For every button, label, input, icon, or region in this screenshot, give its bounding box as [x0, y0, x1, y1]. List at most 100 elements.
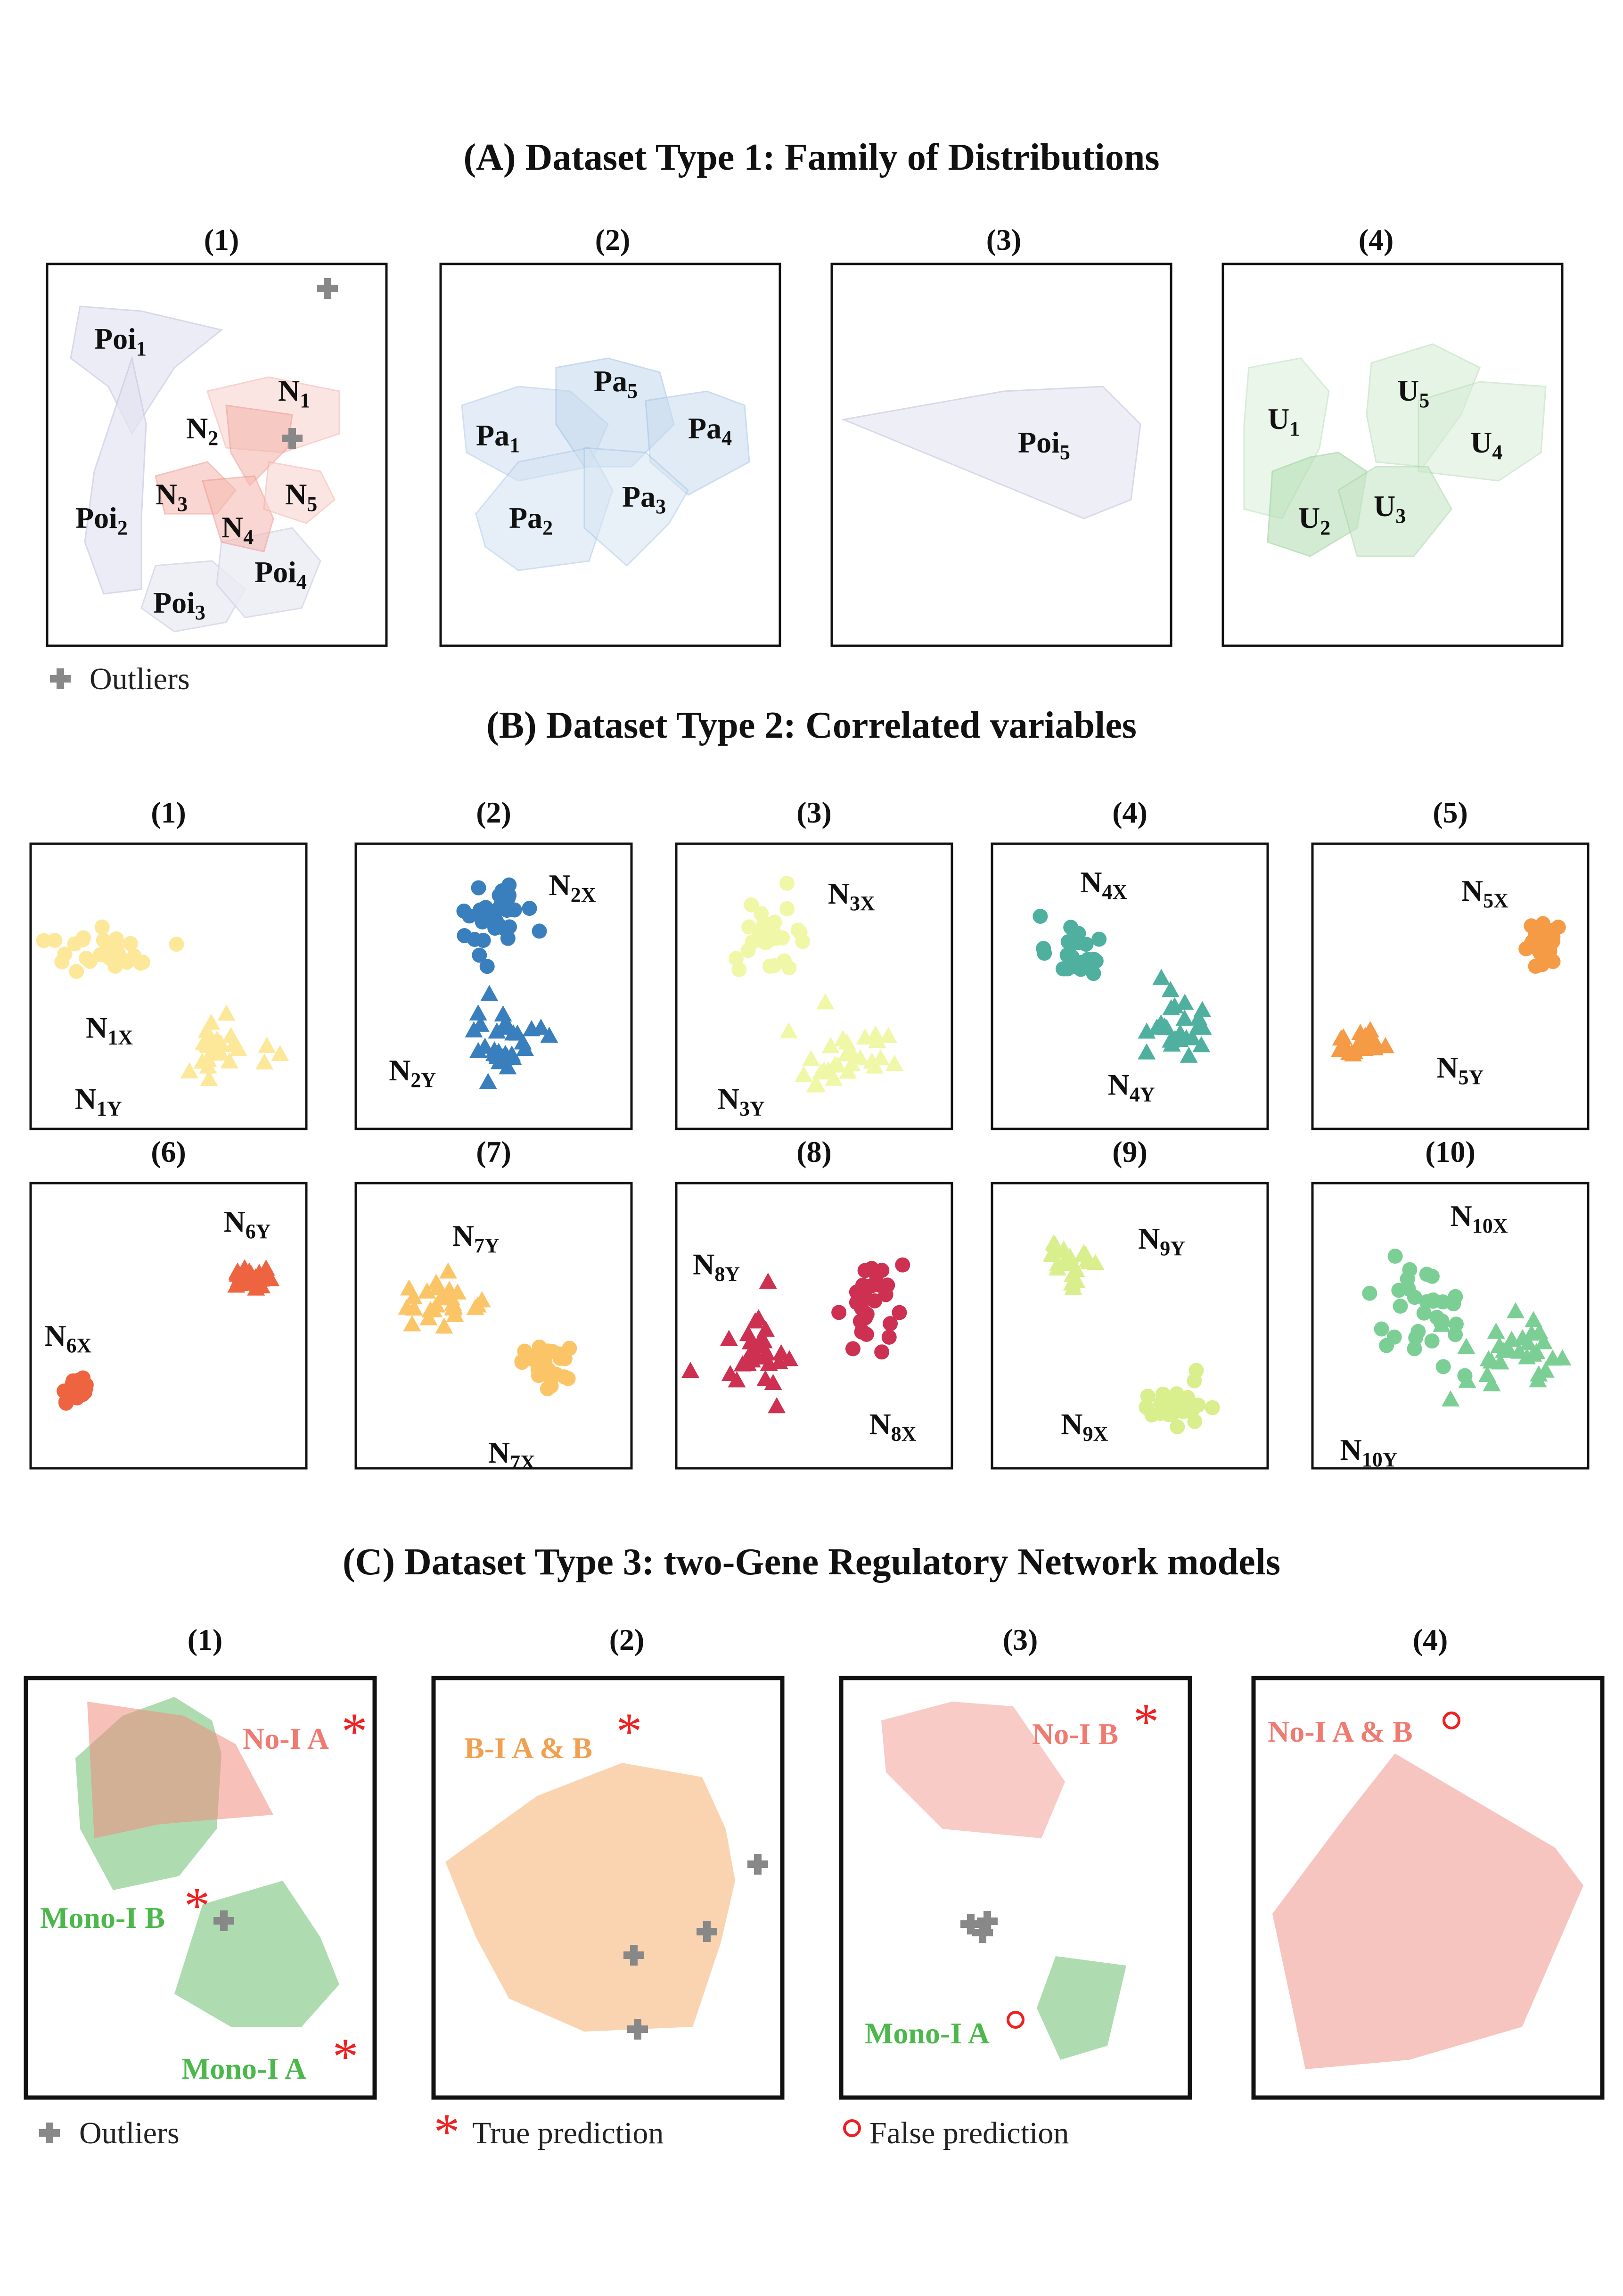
c-panel-1: No-I A * Mono-I B * Mono-I A * [24, 1676, 377, 2100]
b-point-triangle [404, 1288, 423, 1304]
b-point-circle [881, 1329, 897, 1345]
n5-region [263, 461, 336, 524]
poi1-label: Poi1 [94, 322, 147, 360]
a-legend-outliers-label: Outliers [90, 662, 190, 696]
c-panel-2-number: (2) [609, 1623, 645, 1656]
b-point-triangle [768, 1397, 786, 1414]
b-point-triangle [825, 1070, 843, 1086]
b-point-circle [514, 1355, 530, 1370]
b-point-triangle [757, 1320, 775, 1337]
b-point-circle [79, 950, 94, 966]
b-point-triangle [1351, 1037, 1369, 1054]
b-point-circle [1155, 1387, 1171, 1403]
u4-label: U4 [1470, 426, 1502, 464]
b-point-triangle [1332, 1029, 1350, 1046]
b-point-circle [541, 1362, 557, 1378]
b-point-triangle [400, 1279, 418, 1296]
n5-label: N5 [285, 477, 317, 516]
c-panel-3-number: (3) [1003, 1623, 1038, 1656]
a-panel-3-number: (3) [986, 223, 1022, 256]
b-point-triangle [1193, 1001, 1212, 1017]
b-point-circle [1393, 1299, 1408, 1314]
b-panel-3-frame [675, 842, 953, 1130]
false-prediction-mark [1007, 2011, 1025, 2029]
n4-region [202, 475, 274, 552]
a-panel-3-frame [830, 263, 1172, 647]
b-point-circle [1088, 953, 1104, 969]
b-point-triangle [1176, 994, 1194, 1010]
a-panel-1-frame [46, 263, 388, 647]
u3-label: U3 [1374, 489, 1406, 527]
a-panel-2-frame [439, 263, 781, 647]
b-point-circle [1435, 1359, 1451, 1374]
false-prediction-legend-icon [843, 2119, 861, 2137]
b-point-triangle [230, 1271, 248, 1287]
b-point-circle [543, 1378, 559, 1394]
b-panel-7-y-label: N7Y [452, 1219, 500, 1257]
b-panel-5-x-label: N5X [1461, 874, 1508, 912]
b-point-triangle [419, 1309, 438, 1325]
b-panel-8: (8) N8X N8Y [675, 1135, 953, 1470]
b-point-circle [1170, 1419, 1185, 1434]
b-point-triangle [839, 1062, 857, 1079]
b-panel-6-x-label: N6X [44, 1319, 91, 1357]
b-point-circle [1435, 1294, 1451, 1310]
a-panel-4: U1 U5 U4 U3 U2 [1221, 263, 1564, 647]
b-point-triangle [826, 1055, 844, 1072]
b-point-circle [1408, 1330, 1424, 1346]
b-point-circle [1063, 920, 1079, 935]
b-point-triangle [780, 1350, 799, 1366]
true-prediction-mark: * [616, 1703, 642, 1760]
b-point-triangle [720, 1330, 738, 1346]
outlier-marker [747, 1854, 768, 1875]
b-panel-3-x-label: N3X [828, 877, 875, 915]
b-point-circle [1419, 1294, 1434, 1309]
c-panel-3: No-I B * Mono-I A [839, 1676, 1192, 2100]
b-point-triangle [403, 1315, 421, 1332]
b-point-triangle [1152, 969, 1171, 985]
b-panel-1-y-label: N1Y [75, 1082, 122, 1120]
a-panel-4-number: (4) [1359, 223, 1394, 256]
b-point-circle [1374, 1321, 1389, 1337]
b-point-triangle [200, 1070, 218, 1086]
b-point-triangle [253, 1268, 271, 1284]
true-prediction-mark: * [184, 1877, 210, 1934]
b-point-circle [857, 1263, 873, 1278]
b-point-circle [1036, 941, 1051, 956]
b-point-triangle [1138, 1043, 1156, 1060]
b-panel-3-number: (3) [796, 796, 832, 829]
b-point-circle [123, 936, 138, 951]
b-point-triangle [1442, 1390, 1460, 1407]
b-point-triangle [427, 1296, 446, 1313]
b-point-triangle [1502, 1331, 1521, 1347]
true-prediction-mark: * [1133, 1693, 1159, 1751]
b-point-triangle [198, 1035, 216, 1051]
b-point-triangle [746, 1312, 764, 1329]
b-point-triangle [868, 1031, 886, 1048]
b-point-circle [1545, 933, 1561, 949]
b-point-triangle [1163, 1035, 1181, 1052]
c-panel-4: No-I A & B [1251, 1676, 1605, 2100]
b-point-triangle [1067, 1272, 1086, 1288]
n3-label: N3 [156, 477, 188, 516]
b-point-circle [36, 933, 51, 948]
b-panel-7-number: (7) [476, 1135, 511, 1169]
b-point-triangle [1491, 1353, 1509, 1370]
b-point-triangle [759, 1273, 777, 1289]
a-panel-1-number: (1) [204, 223, 239, 256]
b-point-triangle [1519, 1334, 1537, 1350]
true-prediction-mark: * [342, 1703, 368, 1760]
b-point-circle [831, 1305, 847, 1320]
c-panel-2-frame [431, 1676, 785, 2100]
b-panel-9-y-label: N9Y [1138, 1222, 1185, 1260]
b-point-triangle [851, 1049, 869, 1065]
a-legend: Outliers [50, 662, 190, 696]
c-panel-1-frame [24, 1676, 377, 2100]
b-point-triangle [444, 1299, 462, 1316]
c-panel-2: B-I A & B * [431, 1676, 785, 2100]
b-point-triangle [247, 1279, 265, 1296]
b-point-triangle [202, 1013, 221, 1030]
b-point-circle [522, 901, 537, 916]
b-point-circle [1416, 1305, 1432, 1321]
b-panel-10: (10) N10X N10Y [1311, 1135, 1590, 1471]
